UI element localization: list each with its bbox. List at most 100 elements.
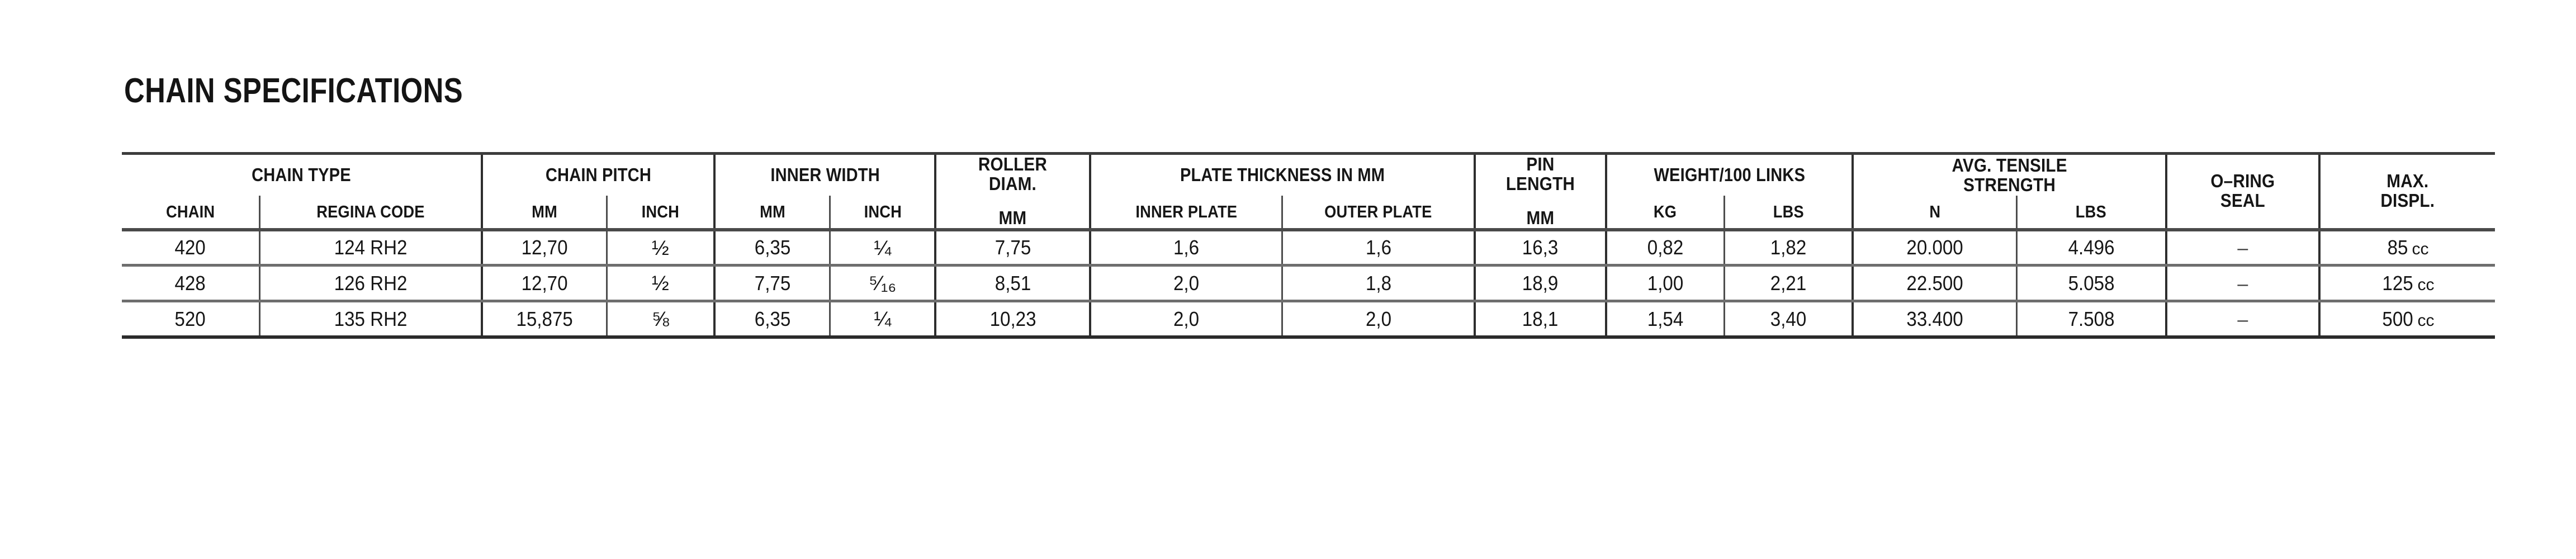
header-group-pin-length-line2: LENGTH (1505, 173, 1575, 194)
cell-tensile-lbs: 4.496 (2015, 229, 2166, 266)
cell-max-displ: 125 cc (2318, 265, 2495, 301)
table-row: 520 135 RH2 15,875 ⅝ 6,35 ¼ 10,23 2,0 2,… (122, 301, 2495, 337)
cell-weight-kg: 1,54 (1604, 301, 1725, 337)
header-sub-weight-lbs: LBS (1723, 196, 1853, 230)
header-group-roller-diam-line1: ROLLER (978, 154, 1048, 174)
header-group-plate-thickness: PLATE THICKNESS IN MM (1088, 153, 1475, 196)
cell-regina-code: 135 RH2 (258, 301, 482, 337)
table-row: 428 126 RH2 12,70 ½ 7,75 ⁵⁄₁₆ 8,51 2,0 1… (122, 265, 2495, 301)
cell-max-displ: 85 cc (2318, 229, 2495, 266)
cell-tensile-lbs: 5.058 (2015, 265, 2166, 301)
cell-regina-code: 126 RH2 (258, 265, 482, 301)
header-sub-pitch-mm: MM (480, 196, 607, 230)
header-group-max-displ-stack: MAX. DISPL. (2381, 172, 2435, 211)
header-group-max-displ-line2: DISPL. (2380, 190, 2435, 211)
header-group-max-displ: MAX. DISPL. (2318, 153, 2495, 230)
cell-weight-kg: 1,00 (1604, 265, 1725, 301)
header-group-oring-seal: O–RING SEAL (2165, 153, 2320, 230)
cell-inner-inch: ⁵⁄₁₆ (829, 265, 936, 301)
table-row: 420 124 RH2 12,70 ½ 6,35 ¼ 7,75 1,6 1,6 … (122, 229, 2495, 266)
header-sub-inner-inch: INCH (829, 196, 936, 230)
cell-weight-kg: 0,82 (1604, 229, 1725, 266)
cell-weight-lbs: 2,21 (1723, 265, 1853, 301)
header-group-pin-length-stack: PIN LENGTH MM (1505, 154, 1575, 228)
cell-chain: 428 (122, 265, 260, 301)
cell-pin-mm: 18,9 (1474, 265, 1606, 301)
header-sub-pitch-inch: INCH (605, 196, 715, 230)
header-sub-weight-kg: KG (1604, 196, 1725, 230)
header-group-roller-diam-line2: DIAM. (989, 173, 1037, 194)
header-row-groups: CHAIN TYPE CHAIN PITCH INNER WIDTH ROLLE… (122, 153, 2495, 230)
header-group-weight-label: WEIGHT/100 LINKS (1654, 164, 1805, 186)
chain-specifications-table-wrapper: CHAIN TYPE CHAIN PITCH INNER WIDTH ROLLE… (122, 152, 2495, 339)
cell-oring-seal: – (2165, 265, 2320, 301)
cell-pitch-mm: 12,70 (480, 265, 607, 301)
cell-max-displ: 500 cc (2318, 301, 2495, 337)
header-group-tensile-line2: STRENGTH (1963, 174, 2056, 195)
cell-inner-mm: 7,75 (713, 265, 830, 301)
cell-pitch-inch: ½ (605, 229, 715, 266)
cell-weight-lbs: 1,82 (1723, 229, 1853, 266)
header-sub-chain: CHAIN (122, 196, 260, 230)
header-group-chain-type: CHAIN TYPE (122, 153, 482, 196)
cell-oring-seal: – (2165, 301, 2320, 337)
header-row-subcolumns: CHAIN REGINA CODE MM INCH MM I (122, 196, 2495, 230)
cell-tensile-n: 22.500 (1852, 265, 2017, 301)
header-group-roller-diam-stack: ROLLER DIAM. MM (978, 154, 1048, 228)
header-group-pin-length: PIN LENGTH MM (1474, 153, 1606, 230)
table-body: 420 124 RH2 12,70 ½ 6,35 ¼ 7,75 1,6 1,6 … (122, 229, 2495, 337)
page-title: CHAIN SPECIFICATIONS (124, 72, 463, 110)
cell-inner-inch: ¼ (829, 229, 936, 266)
header-sub-pin-mm: MM (1526, 207, 1555, 228)
header-sub-regina-code: REGINA CODE (258, 196, 482, 230)
header-sub-outer-plate: OUTER PLATE (1281, 196, 1475, 230)
header-group-weight: WEIGHT/100 LINKS (1604, 153, 1853, 196)
cell-weight-lbs: 3,40 (1723, 301, 1853, 337)
chain-specifications-table: CHAIN TYPE CHAIN PITCH INNER WIDTH ROLLE… (122, 152, 2495, 339)
cell-regina-code: 124 RH2 (258, 229, 482, 266)
header-group-plate-thickness-label: PLATE THICKNESS IN MM (1180, 164, 1385, 186)
cell-max-displ-unit: cc (2417, 311, 2435, 330)
header-group-chain-pitch: CHAIN PITCH (480, 153, 715, 196)
header-sub-inner-plate: INNER PLATE (1088, 196, 1282, 230)
cell-roller-mm: 7,75 (934, 229, 1090, 266)
header-group-chain-pitch-label: CHAIN PITCH (545, 164, 651, 186)
cell-pitch-mm: 15,875 (480, 301, 607, 337)
cell-tensile-lbs: 7.508 (2015, 301, 2166, 337)
header-group-tensile-strength: AVG. TENSILE STRENGTH (1852, 153, 2166, 196)
header-group-tensile-strength-stack: AVG. TENSILE STRENGTH (1952, 154, 2067, 195)
header-sub-tensile-n: N (1852, 196, 2017, 230)
header-group-max-displ-line1: MAX. (2386, 170, 2429, 192)
header-group-chain-type-label: CHAIN TYPE (252, 164, 351, 186)
cell-outer-plate: 2,0 (1281, 301, 1475, 337)
header-sub-tensile-lbs: LBS (2015, 196, 2166, 230)
cell-pitch-inch: ½ (605, 265, 715, 301)
cell-chain: 520 (122, 301, 260, 337)
header-group-inner-width: INNER WIDTH (713, 153, 936, 196)
cell-oring-seal: – (2165, 229, 2320, 266)
cell-pin-mm: 18,1 (1474, 301, 1606, 337)
cell-pin-mm: 16,3 (1474, 229, 1606, 266)
cell-inner-mm: 6,35 (713, 229, 830, 266)
cell-inner-inch: ¼ (829, 301, 936, 337)
cell-max-displ-unit: cc (2412, 240, 2429, 259)
header-group-oring-seal-stack: O–RING SEAL (2210, 172, 2275, 211)
cell-chain: 420 (122, 229, 260, 266)
table-header: CHAIN TYPE CHAIN PITCH INNER WIDTH ROLLE… (122, 153, 2495, 230)
cell-tensile-n: 20.000 (1852, 229, 2017, 266)
cell-pitch-mm: 12,70 (480, 229, 607, 266)
header-group-tensile-line1: AVG. TENSILE (1952, 154, 2067, 176)
header-group-pin-length-line1: PIN (1526, 154, 1555, 174)
header-group-roller-diam: ROLLER DIAM. MM (934, 153, 1090, 230)
header-group-oring-line1: O–RING (2210, 170, 2275, 192)
cell-max-displ-unit: cc (2417, 275, 2435, 294)
cell-outer-plate: 1,6 (1281, 229, 1475, 266)
cell-inner-plate: 2,0 (1088, 301, 1282, 337)
header-sub-inner-mm: MM (713, 196, 830, 230)
cell-inner-plate: 2,0 (1088, 265, 1282, 301)
header-group-oring-line2: SEAL (2220, 190, 2265, 211)
cell-roller-mm: 10,23 (934, 301, 1090, 337)
cell-tensile-n: 33.400 (1852, 301, 2017, 337)
cell-inner-plate: 1,6 (1088, 229, 1282, 266)
